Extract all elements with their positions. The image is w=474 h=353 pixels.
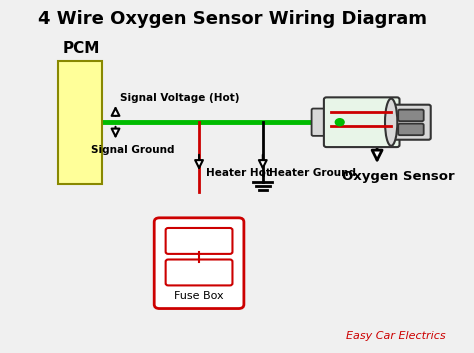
Text: 4 Wire Oxygen Sensor Wiring Diagram: 4 Wire Oxygen Sensor Wiring Diagram <box>37 10 427 28</box>
Text: PCM: PCM <box>63 41 100 56</box>
Bar <box>58 61 102 184</box>
Ellipse shape <box>385 98 397 146</box>
Text: Signal Voltage (Hot): Signal Voltage (Hot) <box>120 93 239 103</box>
Text: Signal Ground: Signal Ground <box>91 145 175 155</box>
Text: Oxygen Sensor: Oxygen Sensor <box>342 170 455 183</box>
Text: Heater Ground: Heater Ground <box>269 168 356 178</box>
Text: Relay: Relay <box>183 268 214 277</box>
FancyBboxPatch shape <box>393 105 431 140</box>
FancyBboxPatch shape <box>398 124 424 135</box>
FancyBboxPatch shape <box>398 110 424 121</box>
FancyBboxPatch shape <box>311 109 330 136</box>
Circle shape <box>335 119 344 126</box>
Text: Fuse Box: Fuse Box <box>174 291 224 300</box>
FancyBboxPatch shape <box>324 97 400 147</box>
Text: Easy Car Electrics: Easy Car Electrics <box>346 331 445 341</box>
Text: Heater Hot: Heater Hot <box>206 168 271 178</box>
FancyBboxPatch shape <box>154 218 244 309</box>
FancyBboxPatch shape <box>165 259 232 286</box>
FancyBboxPatch shape <box>165 228 232 254</box>
Text: Fuse: Fuse <box>186 236 212 246</box>
